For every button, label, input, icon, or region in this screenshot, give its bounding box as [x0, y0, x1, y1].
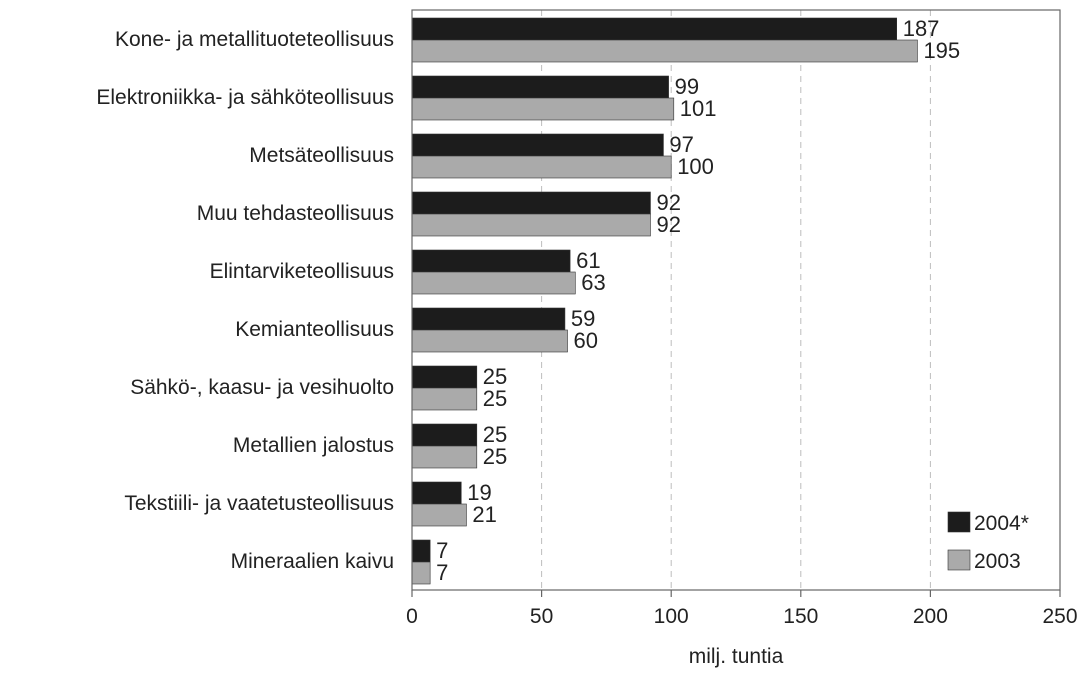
bar-2004-elintarviketeollisuus: [411, 249, 571, 273]
category-label-tekstiili-ja-vaatetusteollisuus: Tekstiili- ja vaatetusteollisuus: [124, 492, 394, 515]
x-tick-label-50: 50: [530, 605, 553, 628]
value-label-2003-s-hk-kaasu-ja-vesihuolto: 25: [483, 386, 507, 411]
category-label-muu-tehdasteollisuus: Muu tehdasteollisuus: [197, 202, 394, 225]
category-label-kemianteollisuus: Kemianteollisuus: [235, 318, 394, 341]
bar-2004-s-hk-kaasu-ja-vesihuolto: [411, 365, 478, 389]
plot-area-frame: [411, 9, 1061, 591]
legend-swatch-2004: [947, 511, 971, 533]
value-label-2003-kemianteollisuus: 60: [574, 328, 598, 353]
value-label-2003-kone-ja-metallituoteteollisuus: 195: [923, 38, 960, 63]
x-tick-label-250: 250: [1042, 605, 1077, 628]
category-label-kone-ja-metallituoteteollisuus: Kone- ja metallituoteteollisuus: [115, 28, 394, 51]
category-labels: Kone- ja metallituoteteollisuus Elektroni…: [96, 28, 394, 573]
value-label-2004-s-hk-kaasu-ja-vesihuolto: 25: [483, 364, 507, 389]
bars: [411, 17, 918, 585]
legend-label-2003: 2003: [974, 550, 1021, 573]
value-label-2004-mets-teollisuus: 97: [669, 132, 693, 157]
bar-2003-muu-tehdasteollisuus: [411, 213, 651, 237]
value-label-2003-muu-tehdasteollisuus: 92: [656, 212, 680, 237]
value-label-2004-muu-tehdasteollisuus: 92: [656, 190, 680, 215]
bar-2003-mineraalien-kaivu: [411, 561, 431, 585]
category-label-mets-teollisuus: Metsäteollisuus: [249, 144, 394, 167]
category-label-s-hk-kaasu-ja-vesihuolto: Sähkö-, kaasu- ja vesihuolto: [130, 376, 394, 399]
bar-2004-kemianteollisuus: [411, 307, 566, 331]
bar-2004-elektroniikka-ja-s-hk-teollisuus: [411, 75, 669, 99]
gridlines: [541, 10, 931, 590]
x-tick-label-150: 150: [783, 605, 818, 628]
bar-2003-elektroniikka-ja-s-hk-teollisuus: [411, 97, 675, 121]
value-label-2003-mets-teollisuus: 100: [677, 154, 714, 179]
category-label-elintarviketeollisuus: Elintarviketeollisuus: [210, 260, 394, 283]
bar-2004-tekstiili-ja-vaatetusteollisuus: [411, 481, 462, 505]
x-tick-label-0: 0: [406, 605, 418, 628]
x-axis-title: milj. tuntia: [689, 645, 784, 668]
value-label-2004-kone-ja-metallituoteteollisuus: 187: [903, 16, 940, 41]
value-label-2003-mineraalien-kaivu: 7: [436, 560, 448, 585]
legend-swatch-2003: [947, 549, 971, 571]
bar-2004-mets-teollisuus: [411, 133, 664, 157]
x-axis-ticks: 0 50 100 150 200 250: [406, 590, 1078, 628]
x-tick-label-100: 100: [654, 605, 689, 628]
bar-2003-s-hk-kaasu-ja-vesihuolto: [411, 387, 478, 411]
category-label-mineraalien-kaivu: Mineraalien kaivu: [231, 550, 394, 573]
value-label-2003-elektroniikka-ja-s-hk-teollisuus: 101: [680, 96, 717, 121]
bar-2004-metallien-jalostus: [411, 423, 478, 447]
x-tick-label-200: 200: [913, 605, 948, 628]
legend: 2004* 2003: [947, 511, 1029, 573]
bar-2003-metallien-jalostus: [411, 445, 478, 469]
bar-2003-kemianteollisuus: [411, 329, 568, 353]
value-labels: 1871959910197100929261635960252525251921…: [436, 16, 960, 585]
bar-2003-mets-teollisuus: [411, 155, 672, 179]
bar-2003-kone-ja-metallituoteteollisuus: [411, 39, 918, 63]
value-label-2004-elintarviketeollisuus: 61: [576, 248, 600, 273]
value-label-2003-elintarviketeollisuus: 63: [581, 270, 605, 295]
value-label-2004-elektroniikka-ja-s-hk-teollisuus: 99: [675, 74, 699, 99]
bar-2004-kone-ja-metallituoteteollisuus: [411, 17, 898, 41]
value-label-2004-metallien-jalostus: 25: [483, 422, 507, 447]
value-label-2003-tekstiili-ja-vaatetusteollisuus: 21: [472, 502, 496, 527]
bar-2003-tekstiili-ja-vaatetusteollisuus: [411, 503, 467, 527]
category-label-elektroniikka-ja-s-hk-teollisuus: Elektroniikka- ja sähköteollisuus: [96, 86, 394, 109]
value-label-2003-metallien-jalostus: 25: [483, 444, 507, 469]
value-label-2004-kemianteollisuus: 59: [571, 306, 595, 331]
value-label-2004-mineraalien-kaivu: 7: [436, 538, 448, 563]
bar-2003-elintarviketeollisuus: [411, 271, 576, 295]
value-label-2004-tekstiili-ja-vaatetusteollisuus: 19: [467, 480, 491, 505]
bar-2004-muu-tehdasteollisuus: [411, 191, 651, 215]
category-label-metallien-jalostus: Metallien jalostus: [233, 434, 394, 457]
legend-label-2004: 2004*: [974, 512, 1029, 535]
bar-2004-mineraalien-kaivu: [411, 539, 431, 563]
